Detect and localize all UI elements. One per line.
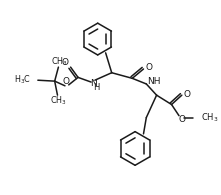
Text: NH: NH xyxy=(147,77,160,86)
Text: N: N xyxy=(91,79,97,88)
Text: H: H xyxy=(93,83,100,92)
Text: O: O xyxy=(178,115,185,124)
Text: O: O xyxy=(61,58,69,67)
Text: CH$_3$: CH$_3$ xyxy=(51,55,68,68)
Text: O: O xyxy=(62,77,69,86)
Text: O: O xyxy=(146,63,153,72)
Text: CH$_3$: CH$_3$ xyxy=(50,95,67,107)
Text: CH$_3$: CH$_3$ xyxy=(202,111,219,124)
Text: O: O xyxy=(184,90,191,99)
Text: H$_3$C: H$_3$C xyxy=(14,74,31,86)
